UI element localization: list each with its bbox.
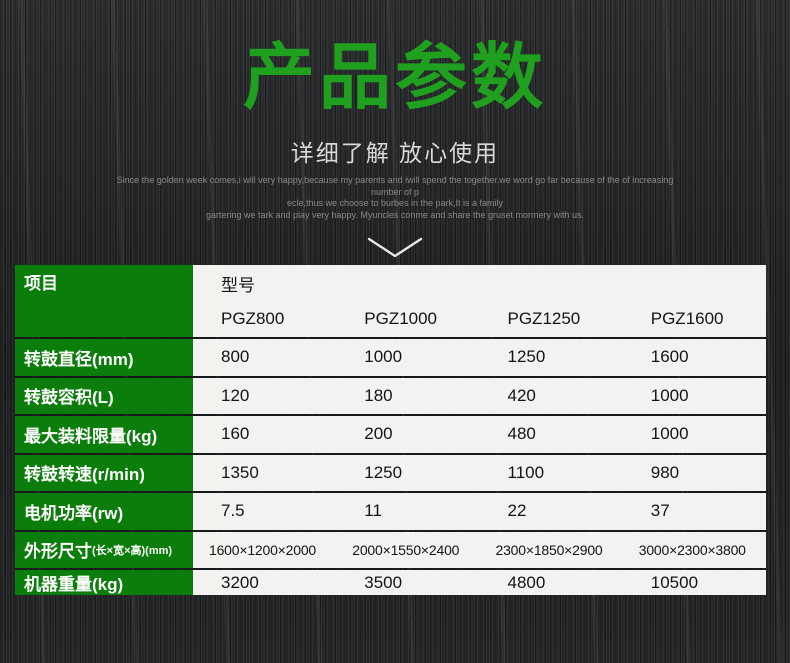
description-paragraph: Since the golden week comes,i will very …: [105, 175, 685, 221]
value-cell: 480: [479, 416, 623, 453]
description-line: ecle,thus we choose to burbes in the par…: [286, 198, 504, 208]
row-label: 最大装料限量(kg): [15, 416, 193, 453]
value-cell: 800: [193, 339, 337, 376]
model-header-area: 型号 PGZ800 PGZ1000 PGZ1250 PGZ1600: [193, 265, 766, 337]
value-cell: 11: [336, 493, 480, 530]
row-label: 转鼓转速(r/min): [15, 454, 193, 491]
model-name-cell: PGZ1250: [507, 309, 581, 328]
table-row: 外形尺寸 (长×宽×高)(mm) 1600×1200×2000 2000×1550…: [15, 531, 766, 570]
value-cell: 420: [479, 377, 623, 414]
value-cell: 160: [193, 416, 337, 453]
empty-cell: [623, 265, 766, 301]
table-header-row: 项目 型号 PGZ800 PGZ1000 PGZ1250 PGZ1600: [15, 265, 766, 339]
value-cell: 7.5: [193, 493, 337, 530]
table-row: 最大装料限量(kg) 160 200 480 1000: [15, 416, 766, 455]
model-header-cell: 型号: [221, 275, 255, 295]
empty-cell: [480, 265, 623, 301]
empty-cell: [336, 265, 479, 301]
value-cell: 4800: [479, 570, 623, 595]
value-cell: 10500: [622, 570, 766, 595]
value-cell: 3500: [336, 570, 480, 595]
row-label-unit: (长×宽×高)(mm): [92, 544, 173, 557]
model-names-line: PGZ800 PGZ1000 PGZ1250 PGZ1600: [193, 301, 766, 337]
spec-table: 项目 型号 PGZ800 PGZ1000 PGZ1250 PGZ1600 转鼓直…: [15, 265, 766, 595]
value-cell: 1000: [336, 339, 480, 376]
value-cell: 22: [479, 493, 623, 530]
value-cell: 980: [622, 454, 766, 491]
table-row: 转鼓直径(mm) 800 1000 1250 1600: [15, 339, 766, 378]
table-row: 转鼓容积(L) 120 180 420 1000: [15, 377, 766, 416]
page-subtitle: 详细了解 放心使用: [290, 140, 500, 166]
value-cell: 1350: [193, 454, 337, 491]
value-cell: 3000×2300×3800: [622, 531, 766, 568]
table-row: 转鼓转速(r/min) 1350 1250 1100 980: [15, 454, 766, 493]
value-cell: 1600: [622, 339, 766, 376]
description-line: gartering we tark and play very happy. M…: [205, 209, 584, 220]
value-cell: 2300×1850×2900: [479, 531, 623, 568]
hero-section: 产品参数 详细了解 放心使用 Since the golden week com…: [0, 0, 790, 260]
description-line: Since the golden week comes,i will very …: [116, 175, 674, 197]
row-label: 电机功率(rw): [15, 493, 193, 530]
value-cell: 200: [336, 416, 480, 453]
value-cell: 3200: [193, 570, 337, 595]
model-name-cell: PGZ1000: [364, 309, 438, 328]
value-cell: 2000×1550×2400: [336, 531, 480, 568]
chevron-down-icon: [0, 236, 790, 260]
row-label: 转鼓容积(L): [15, 377, 193, 414]
value-cell: 1000: [622, 377, 766, 414]
model-name-cell: PGZ1600: [650, 309, 724, 328]
table-row: 机器重量(kg) 3200 3500 4800 10500: [15, 570, 766, 595]
row-label: 机器重量(kg): [15, 570, 193, 595]
row-label: 转鼓直径(mm): [15, 339, 193, 376]
row-label: 外形尺寸 (长×宽×高)(mm): [15, 531, 193, 568]
value-cell: 1250: [336, 454, 480, 491]
item-header-cell: 项目: [15, 265, 193, 337]
value-cell: 1100: [479, 454, 623, 491]
model-label-line: 型号: [193, 265, 766, 301]
value-cell: 1250: [479, 339, 623, 376]
value-cell: 1600×1200×2000: [193, 531, 337, 568]
value-cell: 1000: [622, 416, 766, 453]
value-cell: 180: [336, 377, 480, 414]
value-cell: 37: [622, 493, 766, 530]
model-name-cell: PGZ800: [221, 309, 285, 328]
value-cell: 120: [193, 377, 337, 414]
page-title: 产品参数: [242, 38, 547, 118]
table-row: 电机功率(rw) 7.5 11 22 37: [15, 493, 766, 532]
row-label-main: 外形尺寸: [24, 542, 92, 562]
